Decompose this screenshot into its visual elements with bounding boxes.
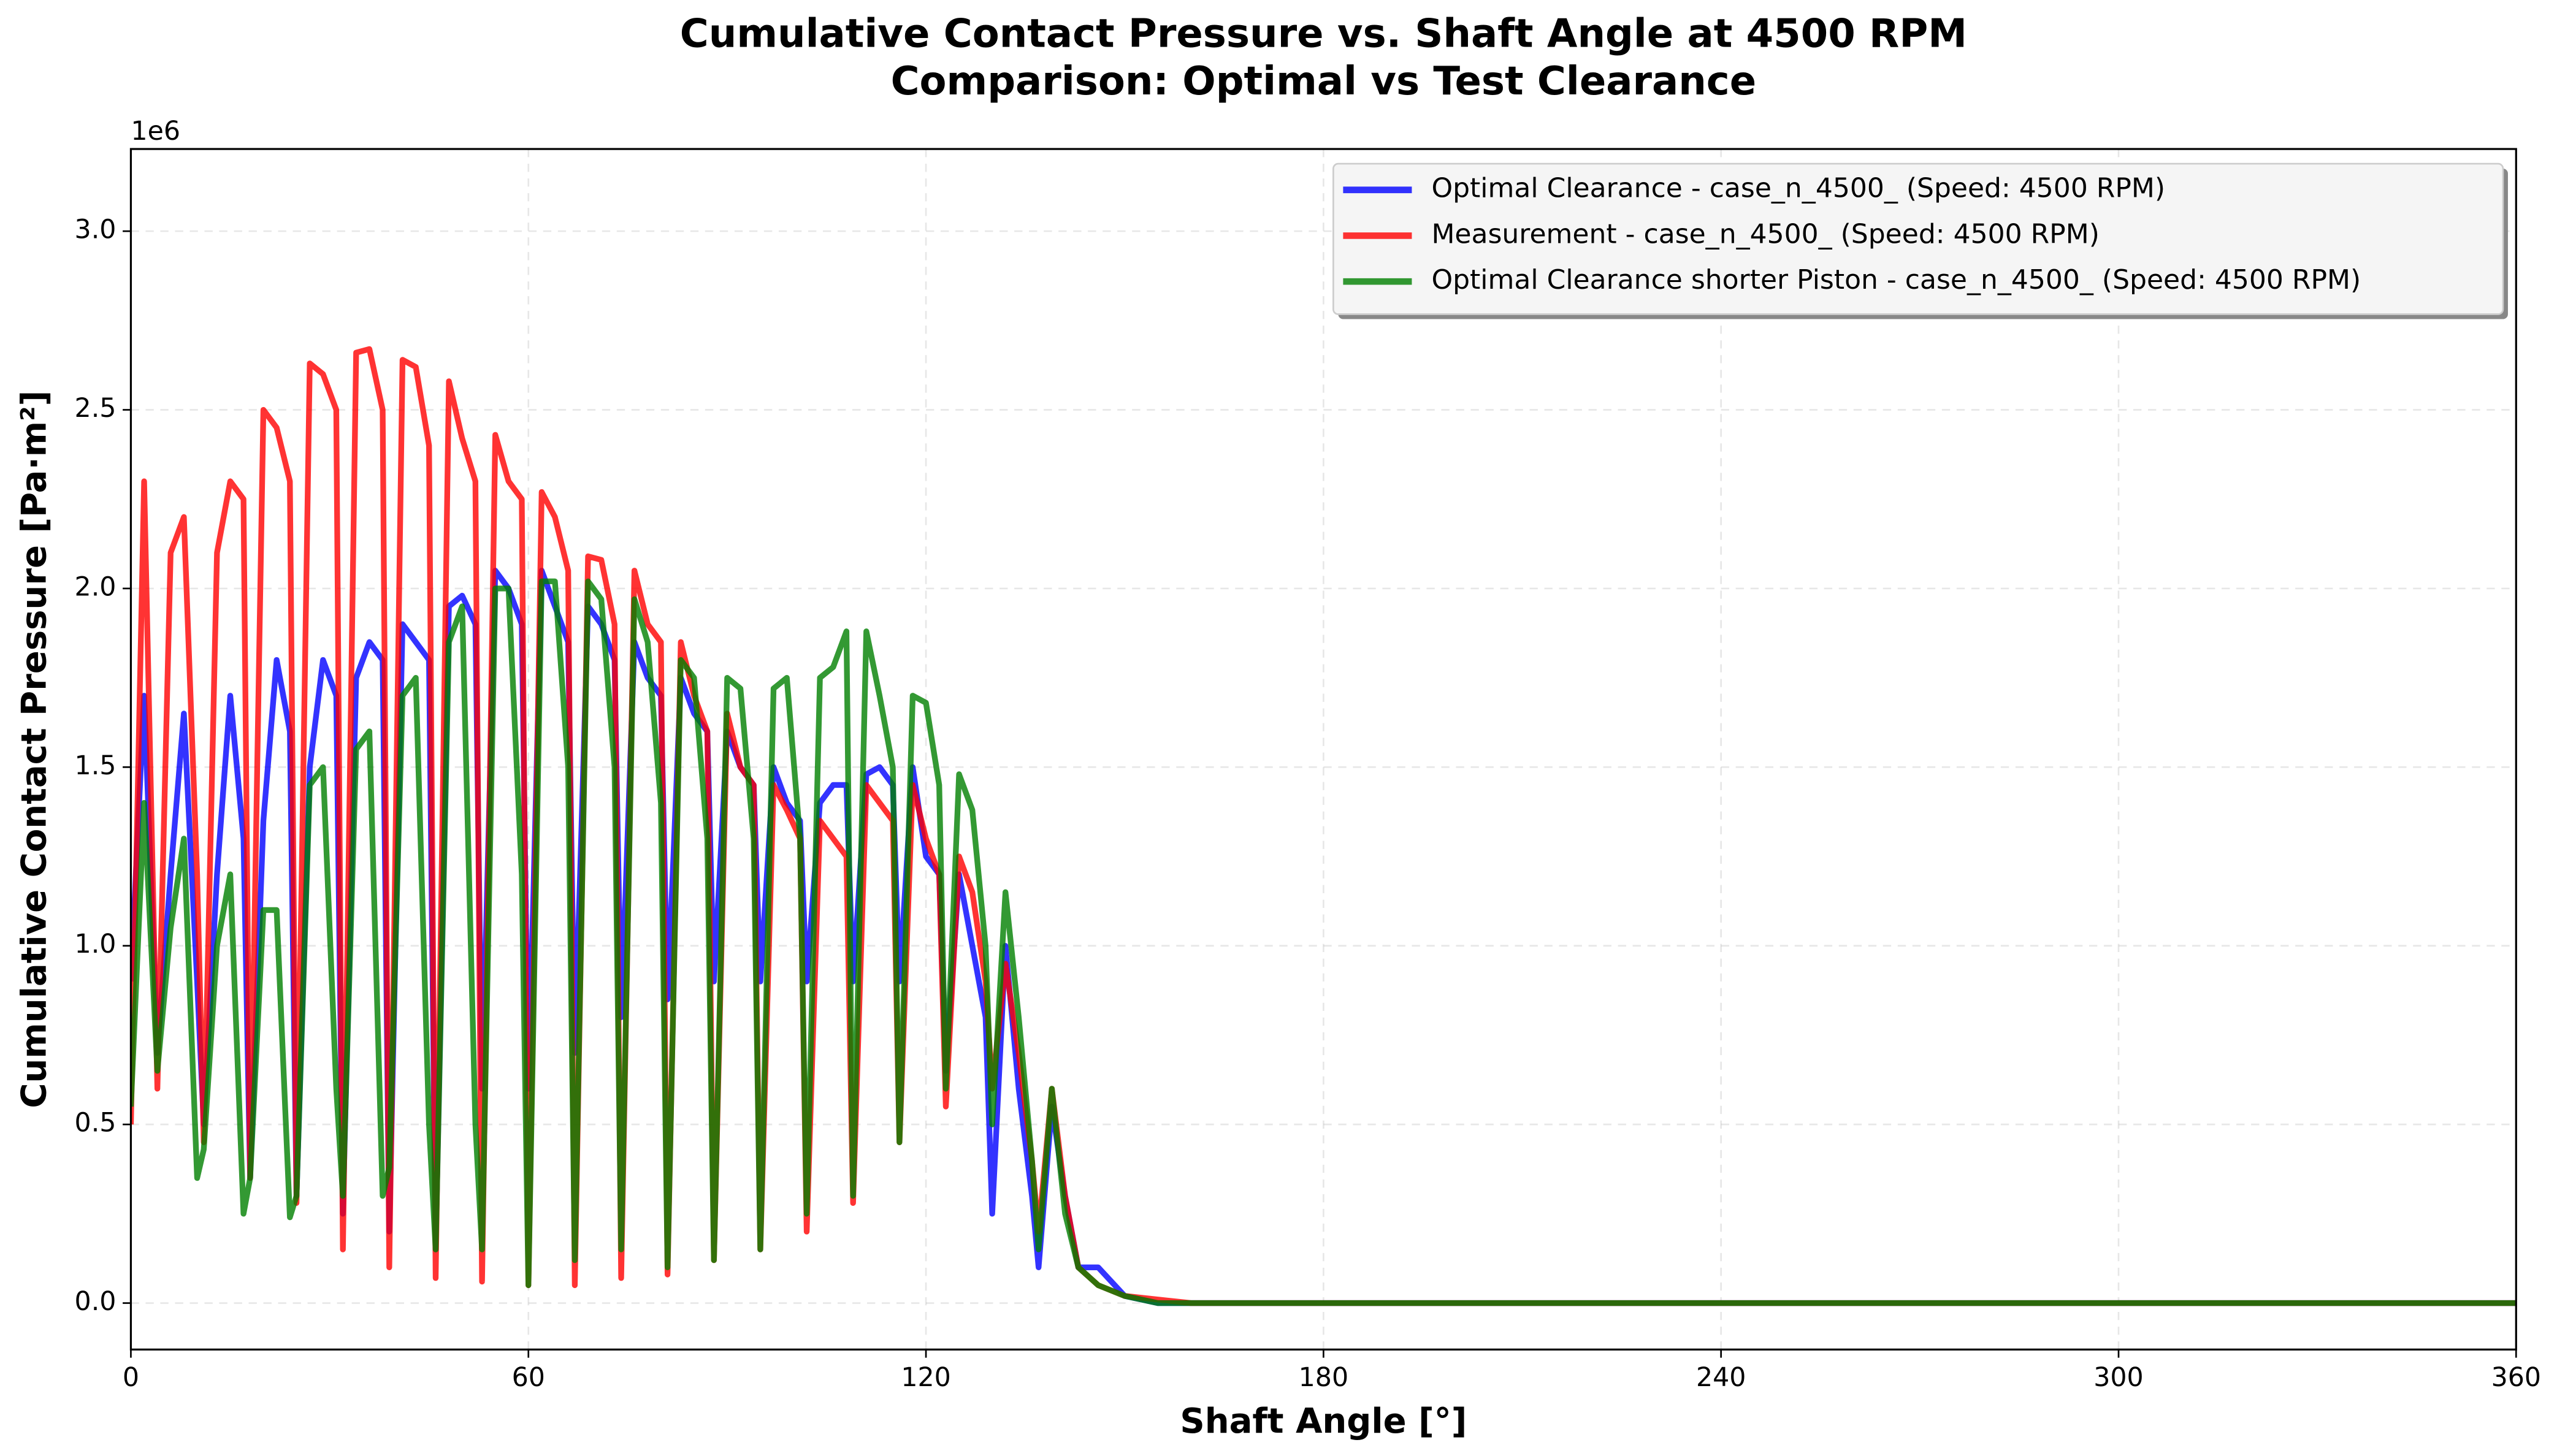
ticks: 0 60 120 180 240 300 360 0.0 0.5 1.0 1.5 2.0 2.5 3.0 bbox=[75, 215, 2541, 1393]
x-tick-label: 0 bbox=[123, 1362, 139, 1393]
plot-lines bbox=[131, 346, 2517, 1306]
x-tick-label: 240 bbox=[1696, 1362, 1746, 1393]
legend-label: Optimal Clearance - case_n_4500_ (Speed:… bbox=[1431, 173, 2165, 204]
y-tick-label: 2.0 bbox=[75, 571, 117, 602]
chart-subtitle: Comparison: Optimal vs Test Clearance bbox=[891, 59, 1757, 104]
legend: Optimal Clearance - case_n_4500_ (Speed:… bbox=[1332, 162, 2508, 319]
x-tick-label: 180 bbox=[1299, 1362, 1348, 1393]
x-tick-label: 60 bbox=[512, 1362, 545, 1393]
y-tick-label: 0.0 bbox=[75, 1286, 117, 1317]
y-tick-label: 3.0 bbox=[75, 215, 117, 245]
y-axis-label: Cumulative Contact Pressure [Pa·m²] bbox=[14, 391, 54, 1108]
legend-box bbox=[1332, 162, 2504, 315]
y-tick-label: 1.5 bbox=[75, 750, 117, 781]
legend-label: Measurement - case_n_4500_ (Speed: 4500 … bbox=[1431, 218, 2099, 250]
x-tick-label: 300 bbox=[2093, 1362, 2143, 1393]
x-tick-label: 120 bbox=[901, 1362, 950, 1393]
y-tick-label: 0.5 bbox=[75, 1108, 117, 1138]
x-tick-label: 360 bbox=[2491, 1362, 2541, 1393]
data-line bbox=[131, 578, 2517, 1306]
legend-label: Optimal Clearance shorter Piston - case_… bbox=[1431, 264, 2361, 295]
y-offset-label: 1e6 bbox=[131, 116, 180, 147]
y-tick-label: 1.0 bbox=[75, 929, 117, 959]
y-tick-label: 2.5 bbox=[75, 393, 117, 424]
x-axis-label: Shaft Angle [°] bbox=[1180, 1401, 1467, 1441]
chart-title: Cumulative Contact Pressure vs. Shaft An… bbox=[680, 12, 1967, 57]
data-line bbox=[131, 346, 2517, 1306]
